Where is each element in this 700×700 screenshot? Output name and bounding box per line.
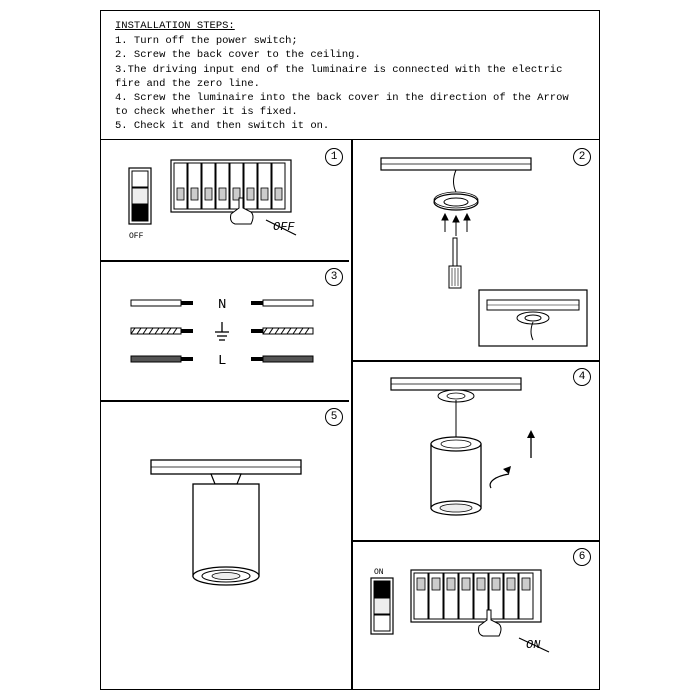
diagram-4-svg: [351, 360, 599, 540]
cell-5: 5: [101, 400, 351, 690]
step-4: 4. Screw the luminaire into the back cov…: [115, 91, 585, 119]
diagram-6-svg: ON: [351, 540, 599, 690]
step-3: 3.The driving input end of the luminaire…: [115, 63, 585, 91]
instructions-title: INSTALLATION STEPS:: [115, 19, 585, 33]
n-label: N: [218, 297, 226, 313]
diagram-3-svg: N: [101, 260, 351, 400]
cell-6: 6 ON: [351, 540, 599, 690]
svg-text:ON: ON: [374, 568, 384, 577]
off-label: OFF: [273, 220, 295, 234]
badge-2: 2: [573, 148, 591, 166]
instructions-block: INSTALLATION STEPS: 1. Turn off the powe…: [101, 11, 599, 139]
badge-1: 1: [325, 148, 343, 166]
cell-1: 1 OFF: [101, 140, 351, 260]
badge-3: 3: [325, 268, 343, 286]
badge-4: 4: [573, 368, 591, 386]
badge-5: 5: [325, 408, 343, 426]
cell-2: 2: [351, 140, 599, 360]
step-5: 5. Check it and then switch it on.: [115, 119, 585, 133]
step-1: 1. Turn off the power switch;: [115, 34, 585, 48]
badge-6: 6: [573, 548, 591, 566]
diagram-1-svg: OFF: [101, 140, 351, 260]
diagram-2-svg: [351, 140, 599, 360]
diagram-5-svg: [101, 400, 351, 690]
svg-text:OFF: OFF: [129, 232, 144, 241]
l-label: L: [218, 353, 226, 369]
page-frame: INSTALLATION STEPS: 1. Turn off the powe…: [100, 10, 600, 690]
step-2: 2. Screw the back cover to the ceiling.: [115, 48, 585, 62]
diagram-grid: 1 OFF: [101, 139, 599, 689]
cell-3: 3 N: [101, 260, 351, 400]
cell-4: 4: [351, 360, 599, 540]
